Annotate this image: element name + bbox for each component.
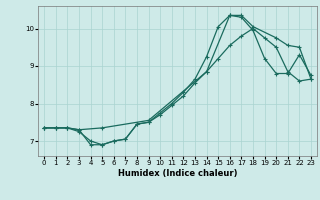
X-axis label: Humidex (Indice chaleur): Humidex (Indice chaleur): [118, 169, 237, 178]
